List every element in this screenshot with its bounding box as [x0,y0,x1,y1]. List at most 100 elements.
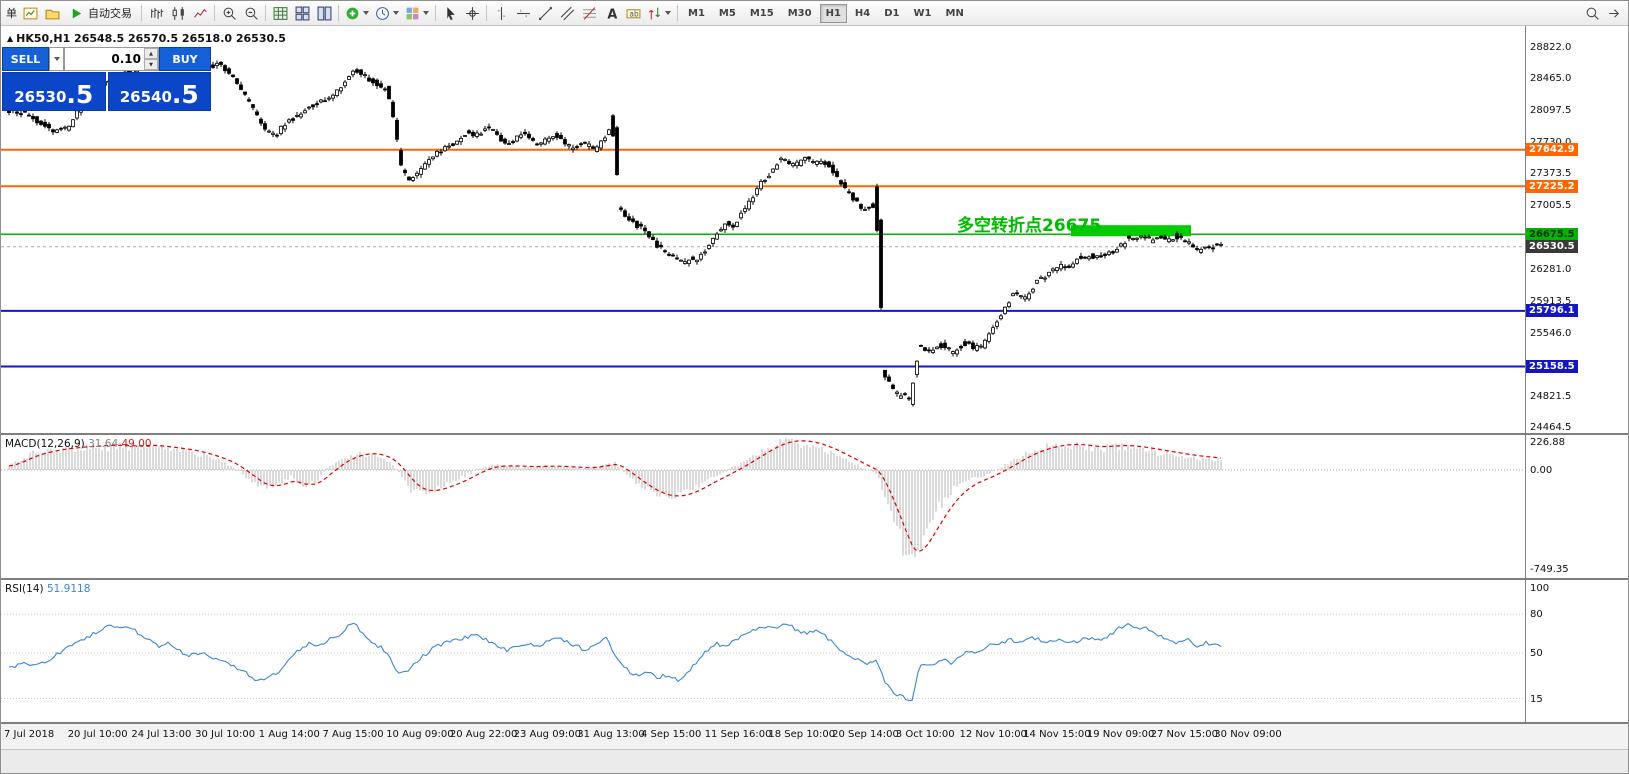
time-axis-label: 7 Jul 2018 [4,729,55,740]
macd-histogram [8,437,1222,558]
rsi-panel[interactable] [1,580,1525,722]
price-axis-label: 28097.5 [1530,105,1572,117]
channel-button[interactable] [556,3,578,23]
grid-button[interactable] [269,3,291,23]
macd-signal-line [8,440,1222,552]
sell-price-main: 26530 [14,88,67,106]
tile-windows-icon [295,6,309,20]
time-axis-label: 4 Sep 15:00 [641,729,702,740]
timeframe-mn-button[interactable]: MN [945,7,964,19]
macd-panel[interactable] [1,435,1525,578]
buy-button[interactable]: BUY [159,47,211,71]
arrows-button[interactable] [644,3,674,23]
tile-vertical-button[interactable] [313,3,335,23]
hline-button[interactable] [512,3,534,23]
templates-button[interactable] [402,3,432,23]
price-axis-label: 27730.0 [1530,137,1571,148]
bar-chart-button[interactable] [145,3,167,23]
svg-text:A: A [607,7,617,21]
volume-dropdown-button[interactable] [49,47,64,71]
panel-separator[interactable] [1,433,1628,435]
volume-input[interactable] [65,48,144,70]
indicators-caret[interactable] [363,11,369,15]
timeframe-m5-button[interactable]: M5 [718,7,736,19]
volume-stepper: ▲ ▼ [144,48,158,70]
periods-button[interactable] [372,3,402,23]
price-axis[interactable]: 28822.0 28465.0 28097.5 27730.0 27373.5 27005… [1525,26,1628,722]
hline-icon [516,9,530,17]
trendline-button[interactable] [534,3,556,23]
toolbar-separator [141,5,142,21]
tile-windows-button[interactable] [291,3,313,23]
time-axis-label: 30 Jul 10:00 [195,729,256,740]
window-bottom-strip [1,749,1628,773]
timeframe-h1-button[interactable]: H1 [819,3,847,23]
trendline-icon [538,6,552,20]
panel-separator[interactable] [1,722,1628,724]
rsi-line [8,622,1222,702]
zoom-in-icon [223,7,236,20]
candle-chart-button[interactable] [167,3,189,23]
pivot-annotation-text[interactable]: 多空转折点26675 [957,216,1102,236]
vline-button[interactable] [490,3,512,23]
price-axis-label: 25913.5 [1530,295,1572,307]
panel-toggle-icon[interactable]: ▲ [7,34,14,43]
sell-button[interactable]: SELL [2,47,49,71]
line-chart-button[interactable] [189,3,211,23]
search-button[interactable] [1581,3,1603,23]
symbol-ohlc-text: HK50,H1 26548.5 26570.5 26518.0 26530.5 [16,32,286,45]
timeframe-m1-button[interactable]: M1 [688,7,705,19]
fibonacci-button[interactable] [578,3,600,23]
rsi-label: RSI(14) 51.9118 [5,583,90,595]
quick-nav-button[interactable] [1603,3,1625,23]
timeframe-h4-button[interactable]: H4 [854,7,871,19]
autotrade-button[interactable]: 自动交易 [63,3,138,23]
toolbar-separator [677,5,678,21]
label-button[interactable]: ab [622,3,644,23]
profiles-button[interactable] [41,3,63,23]
price-badge-26530.5: 26530.5 [1526,240,1578,254]
time-axis-label: 30 Nov 09:00 [1214,729,1282,740]
arrows-caret[interactable] [665,11,671,15]
templates-caret[interactable] [423,11,429,15]
annotation-bar[interactable] [1071,225,1191,237]
periods-caret[interactable] [393,11,399,15]
fibonacci-icon [582,6,596,20]
time-axis-label: 18 Sep 10:00 [768,729,836,740]
timeframe-m15-button[interactable]: M15 [749,7,774,19]
buy-price-frac: .5 [171,80,199,109]
volume-down-button[interactable]: ▼ [144,59,158,70]
timeframe-m30-button[interactable]: M30 [787,7,812,19]
text-button[interactable]: A [600,3,622,23]
macd-axis-label: -749.35 [1530,563,1569,575]
sell-price-display[interactable]: 26530.5 [2,72,106,111]
channel-icon [560,6,574,20]
main-chart-canvas[interactable] [1,26,1525,433]
bar-chart-icon [150,7,163,19]
crosshair-button[interactable] [461,3,483,23]
time-axis-label: 12 Nov 10:00 [959,729,1027,740]
panel-separator[interactable] [1,578,1628,580]
time-axis[interactable]: 7 Jul 2018 20 Jul 10:00 24 Jul 13:00 30 Jul… [1,724,1628,749]
timeframe-d1-button[interactable]: D1 [884,7,900,19]
zoom-in-button[interactable] [218,3,240,23]
indicators-button[interactable] [342,3,372,23]
new-chart-button[interactable] [19,3,41,23]
new-order-label[interactable]: 单 [6,7,17,20]
price-badge-25158.5: 25158.5 [1526,360,1578,373]
main-chart-panel[interactable] [1,26,1525,433]
time-axis-label: 19 Nov 09:00 [1086,729,1155,740]
price-axis-label: 28822.0 [1530,42,1572,53]
buy-price-display[interactable]: 26540.5 [107,72,211,111]
time-axis-label: 10 Aug 09:00 [386,729,454,740]
volume-up-button[interactable]: ▲ [144,48,158,59]
timeframe-w1-button[interactable]: W1 [913,7,932,19]
timeframe-group: M1 M5 M15 M30 H1 H4 D1 W1 MN [681,3,971,23]
rsi-axis-label: 80 [1530,609,1543,620]
grid-icon [273,6,287,20]
cursor-button[interactable] [439,3,461,23]
time-axis-label: 24 Jul 13:00 [131,729,192,740]
rsi-value: 51.9118 [46,583,91,595]
zoom-out-button[interactable] [240,3,262,23]
line-chart-icon [193,8,207,18]
